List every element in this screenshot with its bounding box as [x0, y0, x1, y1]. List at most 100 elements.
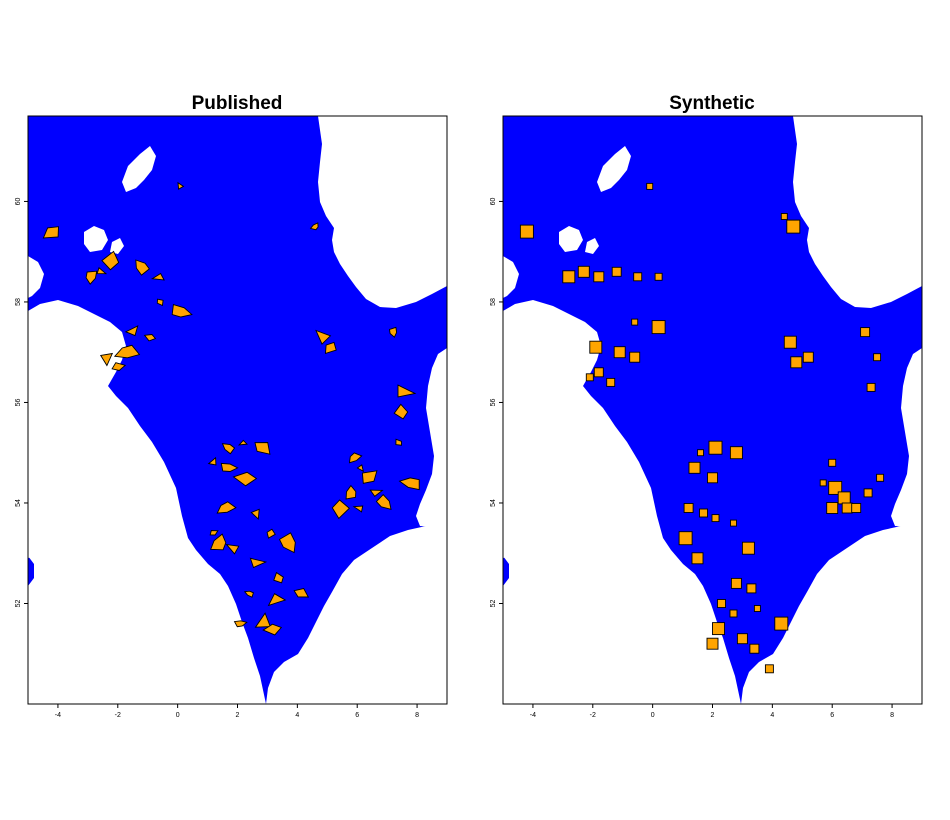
wind-farm	[273, 571, 284, 584]
wind-farm	[593, 367, 604, 378]
wind-farm	[221, 443, 236, 455]
wind-farm	[111, 362, 127, 371]
wind-farm	[393, 403, 409, 420]
wind-farm	[293, 587, 310, 598]
wind-farm	[837, 491, 851, 505]
wind-farm	[699, 508, 708, 518]
wind-farm	[315, 329, 332, 345]
y-axis-synthetic: 52 54 56 58 60	[490, 197, 503, 607]
wind-farm	[113, 344, 141, 359]
wind-farm	[802, 351, 814, 363]
x-tick-label: 0	[651, 712, 655, 719]
x-tick-label: 4	[295, 712, 299, 719]
x-tick-label: 2	[711, 712, 715, 719]
wind-farm	[790, 356, 803, 369]
x-tick-label: 0	[176, 712, 180, 719]
wind-farm	[828, 480, 843, 495]
wind-farm	[254, 442, 271, 455]
y-tick-label: 56	[490, 398, 497, 406]
wind-farm	[707, 472, 718, 484]
y-tick-label: 54	[490, 499, 497, 507]
wind-farm	[860, 327, 871, 338]
wind-farm	[210, 533, 227, 551]
wind-farm	[851, 503, 862, 513]
wind-farm	[654, 272, 663, 281]
wind-farm	[774, 616, 789, 631]
wind-farm	[841, 502, 853, 514]
wind-farm	[863, 488, 873, 498]
wind-farm	[613, 346, 626, 359]
wind-farm	[786, 219, 801, 234]
wind-farm	[225, 544, 240, 555]
wind-farm	[369, 489, 384, 497]
wind-farm	[783, 335, 797, 349]
wind-farm	[156, 298, 164, 307]
wind-farm	[651, 320, 666, 335]
wind-farm	[828, 458, 837, 467]
wind-farm	[730, 519, 737, 527]
wind-farm-layer-published	[42, 181, 420, 636]
wind-farm	[397, 384, 417, 398]
x-axis-synthetic: -4 -2 0 2 4 6 8	[530, 704, 894, 719]
wind-farm	[216, 501, 237, 514]
wind-farm	[325, 341, 337, 355]
wind-farm	[646, 182, 654, 190]
wind-farm	[826, 502, 839, 514]
panel-title-published: Published	[192, 93, 283, 114]
wind-farm	[278, 532, 296, 554]
wind-farm	[589, 340, 603, 354]
wind-farm	[209, 530, 219, 536]
x-tick-label: 2	[236, 712, 240, 719]
wind-farm	[237, 439, 248, 446]
wind-farm	[398, 477, 420, 491]
wind-farm	[266, 528, 276, 539]
wind-farm	[99, 352, 114, 367]
wind-farm	[356, 464, 364, 473]
wind-farm	[611, 266, 622, 277]
wind-farm	[143, 334, 157, 342]
panel-title-synthetic: Synthetic	[669, 93, 755, 114]
y-tick-label: 58	[490, 298, 497, 306]
wind-farm	[519, 224, 534, 239]
wind-farm	[96, 267, 108, 275]
wind-farm	[712, 622, 725, 636]
wind-farm	[819, 479, 827, 487]
y-axis-published: 52 54 56 58 60	[15, 197, 28, 607]
wind-farm	[345, 484, 357, 500]
wind-farm	[629, 351, 641, 363]
wind-farm	[220, 462, 239, 472]
wind-farm	[388, 326, 398, 338]
x-tick-label: -4	[55, 712, 61, 719]
wind-farm	[395, 438, 402, 446]
wind-farm	[730, 577, 742, 589]
wind-farm	[309, 222, 319, 231]
x-tick-label: -2	[590, 712, 596, 719]
wind-farm	[764, 664, 774, 674]
wind-farm	[150, 272, 165, 281]
wind-farm	[633, 272, 643, 282]
wind-farm	[171, 304, 193, 318]
wind-farm	[135, 259, 150, 276]
wind-farm	[606, 377, 616, 387]
x-tick-label: -2	[115, 712, 121, 719]
x-tick-label: 8	[890, 712, 894, 719]
wind-farm	[717, 599, 726, 608]
wind-farm	[562, 270, 576, 284]
wind-farm	[232, 471, 258, 487]
x-tick-label: -4	[530, 712, 536, 719]
x-tick-label: 6	[355, 712, 359, 719]
wind-farm	[352, 505, 364, 513]
wind-farm	[593, 271, 605, 283]
wind-farm	[267, 593, 287, 607]
wind-farm	[207, 456, 217, 466]
wind-farm	[729, 609, 738, 618]
wind-farm	[101, 250, 120, 271]
wind-farm	[708, 440, 723, 455]
wind-farm	[678, 531, 693, 546]
wind-farm	[577, 265, 590, 278]
x-tick-label: 6	[830, 712, 834, 719]
wind-farm	[124, 325, 139, 337]
wind-farm	[631, 318, 639, 326]
wind-farm	[42, 226, 59, 239]
